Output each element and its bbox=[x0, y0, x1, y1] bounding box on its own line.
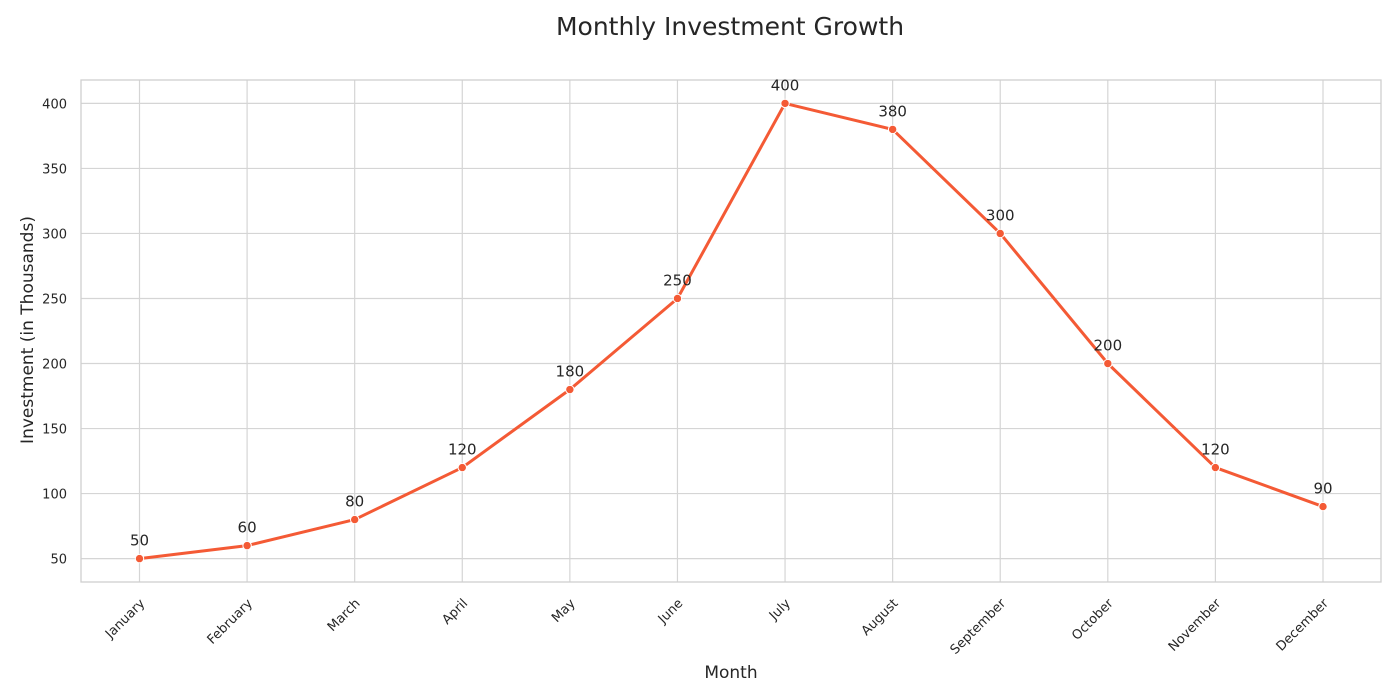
x-tick-label: April bbox=[439, 596, 471, 628]
y-axis-label: Investment (in Thousands) bbox=[18, 216, 38, 444]
data-point bbox=[1103, 358, 1113, 369]
x-tick-label: March bbox=[325, 596, 364, 635]
data-point bbox=[780, 98, 790, 109]
data-label: 80 bbox=[345, 493, 364, 511]
data-point bbox=[565, 384, 575, 395]
data-point bbox=[134, 553, 145, 564]
data-point bbox=[349, 514, 360, 525]
data-label: 200 bbox=[1093, 337, 1122, 355]
y-tick-label: 350 bbox=[42, 162, 67, 177]
series-layer bbox=[134, 98, 1328, 564]
y-tick-label: 300 bbox=[42, 227, 67, 242]
y-tick-label: 250 bbox=[42, 292, 67, 307]
y-tick-label: 400 bbox=[42, 97, 67, 112]
data-label: 50 bbox=[130, 532, 149, 550]
axis-layer: 50 100 150 200 250 300 350 400 January February Ma… bbox=[42, 79, 1382, 658]
data-label-layer: 50 60 80 120 180 250 400 380 300 200 120 90 bbox=[130, 76, 1333, 549]
x-tick-label: May bbox=[549, 596, 579, 626]
x-tick-label: October bbox=[1069, 596, 1117, 644]
grid-layer bbox=[81, 80, 1381, 582]
data-point bbox=[1318, 501, 1328, 512]
data-label: 120 bbox=[1201, 441, 1230, 459]
x-tick-label: August bbox=[859, 596, 902, 639]
data-point bbox=[672, 293, 683, 304]
data-point bbox=[1210, 462, 1221, 473]
data-label: 60 bbox=[238, 519, 257, 537]
data-point bbox=[242, 540, 252, 551]
x-axis-label: Month bbox=[704, 663, 757, 683]
data-point bbox=[457, 462, 467, 473]
data-label: 120 bbox=[448, 441, 477, 459]
data-point bbox=[995, 228, 1005, 239]
x-tick-label: January bbox=[102, 596, 148, 642]
series-line bbox=[138, 101, 1325, 561]
x-tick-label: November bbox=[1166, 596, 1225, 655]
data-label: 300 bbox=[986, 206, 1015, 224]
y-tick-label: 100 bbox=[42, 488, 67, 503]
y-tick-label: 50 bbox=[50, 553, 67, 568]
data-point bbox=[887, 124, 898, 135]
plot-frame bbox=[80, 79, 1382, 583]
x-tick-label: July bbox=[766, 596, 794, 624]
x-tick-label: December bbox=[1274, 596, 1333, 655]
data-label: 400 bbox=[771, 76, 800, 94]
chart-title: Monthly Investment Growth bbox=[555, 12, 905, 41]
y-tick-label: 150 bbox=[42, 423, 67, 438]
data-label: 90 bbox=[1313, 480, 1332, 498]
x-tick-label: September bbox=[948, 596, 1010, 658]
y-tick-label: 200 bbox=[42, 358, 67, 373]
x-tick-label: June bbox=[655, 596, 686, 627]
data-label: 180 bbox=[556, 363, 585, 381]
data-label: 380 bbox=[878, 102, 907, 120]
data-label: 250 bbox=[663, 271, 692, 289]
x-tick-label: February bbox=[205, 596, 257, 648]
